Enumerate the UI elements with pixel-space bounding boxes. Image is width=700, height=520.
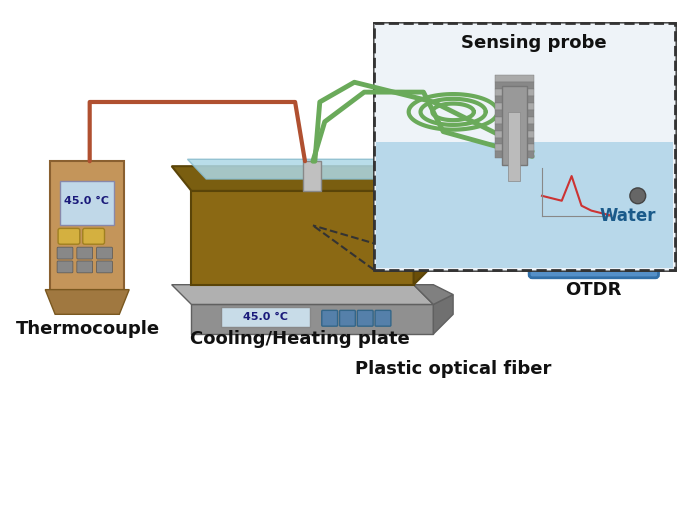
Text: 45.0 °C: 45.0 °C — [243, 313, 288, 322]
Bar — [495, 117, 534, 124]
Polygon shape — [188, 159, 399, 179]
FancyBboxPatch shape — [57, 261, 73, 273]
Text: Sensing probe: Sensing probe — [461, 34, 607, 51]
Text: Water: Water — [599, 206, 656, 225]
Bar — [495, 89, 534, 96]
Text: Thermocouple: Thermocouple — [15, 320, 160, 338]
Bar — [508, 112, 520, 181]
Text: Cooling/Heating plate: Cooling/Heating plate — [190, 330, 410, 348]
Bar — [221, 307, 310, 327]
Bar — [501, 86, 527, 165]
Circle shape — [633, 230, 643, 240]
Bar — [60, 181, 114, 226]
Bar — [495, 82, 534, 89]
FancyBboxPatch shape — [357, 310, 373, 326]
Polygon shape — [394, 166, 433, 191]
Text: OTDR: OTDR — [565, 281, 622, 298]
Circle shape — [633, 250, 643, 260]
Circle shape — [630, 188, 645, 204]
FancyBboxPatch shape — [375, 310, 391, 326]
Bar — [495, 103, 534, 110]
Bar — [495, 110, 534, 117]
Polygon shape — [414, 176, 433, 284]
Bar — [376, 141, 673, 268]
Text: 45.0 °C: 45.0 °C — [64, 196, 109, 206]
Polygon shape — [414, 284, 453, 304]
Circle shape — [624, 182, 652, 210]
FancyBboxPatch shape — [77, 261, 92, 273]
FancyBboxPatch shape — [540, 127, 564, 148]
FancyBboxPatch shape — [97, 247, 113, 259]
Bar — [495, 145, 534, 151]
Polygon shape — [191, 191, 414, 284]
FancyBboxPatch shape — [529, 144, 659, 278]
Bar — [537, 161, 616, 240]
Polygon shape — [172, 284, 433, 304]
FancyBboxPatch shape — [58, 228, 80, 244]
Bar — [495, 75, 534, 82]
FancyBboxPatch shape — [340, 310, 356, 326]
Bar — [374, 23, 676, 270]
Polygon shape — [172, 166, 414, 191]
Polygon shape — [46, 290, 130, 314]
Bar — [303, 161, 321, 191]
FancyBboxPatch shape — [77, 247, 92, 259]
Text: Plastic optical fiber: Plastic optical fiber — [355, 359, 552, 378]
FancyBboxPatch shape — [57, 247, 73, 259]
Bar — [495, 151, 534, 158]
FancyBboxPatch shape — [97, 261, 113, 273]
Polygon shape — [50, 161, 125, 290]
Bar — [495, 138, 534, 145]
FancyBboxPatch shape — [322, 310, 337, 326]
Bar — [495, 131, 534, 138]
Polygon shape — [191, 304, 433, 334]
FancyBboxPatch shape — [83, 228, 104, 244]
Polygon shape — [433, 294, 453, 334]
Bar — [495, 124, 534, 131]
Bar — [374, 23, 676, 270]
Bar — [495, 96, 534, 103]
